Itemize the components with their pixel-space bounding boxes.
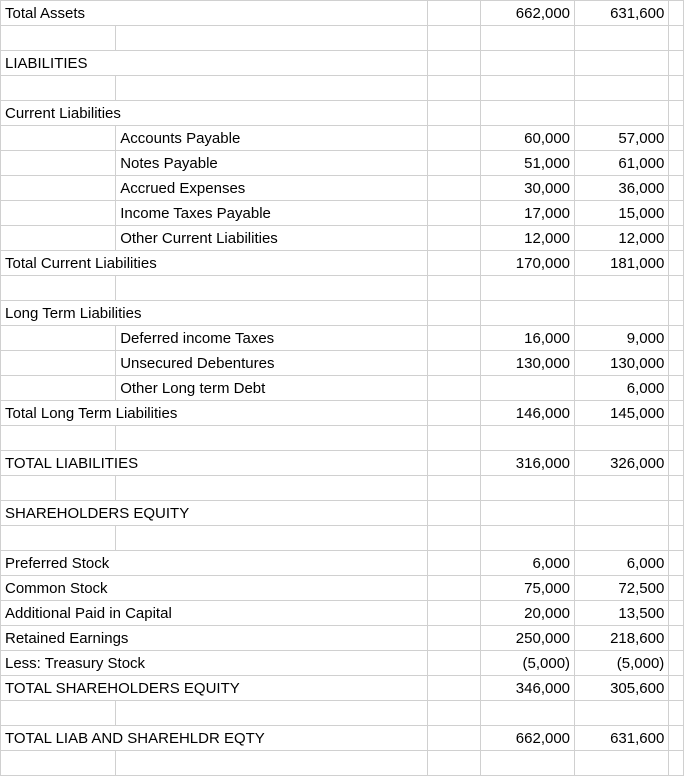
value-col2: 218,600 [575,626,669,651]
row-label: TOTAL LIAB AND SHAREHLDR EQTY [1,726,428,751]
table-row: Preferred Stock 6,000 6,000 [1,551,684,576]
value-col2: 72,500 [575,576,669,601]
table-row: Total Long Term Liabilities 146,000 145,… [1,401,684,426]
value-col2: 631,600 [575,1,669,26]
table-row: Current Liabilities [1,101,684,126]
value-col2: 145,000 [575,401,669,426]
value-col1: 662,000 [480,726,574,751]
value-col1: 30,000 [480,176,574,201]
value-col1: 16,000 [480,326,574,351]
value-col2: 130,000 [575,351,669,376]
table-row: TOTAL LIAB AND SHAREHLDR EQTY 662,000 63… [1,726,684,751]
table-row: Deferred income Taxes 16,000 9,000 [1,326,684,351]
value-col1: 346,000 [480,676,574,701]
value-col1: 146,000 [480,401,574,426]
value-col1: 6,000 [480,551,574,576]
cell-blank [428,1,480,26]
value-col1: 250,000 [480,626,574,651]
table-row: TOTAL SHAREHOLDERS EQUITY 346,000 305,60… [1,676,684,701]
table-row [1,751,684,776]
value-col1: 316,000 [480,451,574,476]
row-label: TOTAL LIABILITIES [1,451,428,476]
table-row: Retained Earnings 250,000 218,600 [1,626,684,651]
table-row [1,476,684,501]
table-row [1,276,684,301]
balance-sheet-table: Total Assets 662,000 631,600 LIABILITIES… [0,0,684,776]
row-label: Preferred Stock [1,551,428,576]
value-col2: 181,000 [575,251,669,276]
value-col2: 36,000 [575,176,669,201]
row-label: Common Stock [1,576,428,601]
table-row: Notes Payable 51,000 61,000 [1,151,684,176]
table-row: Unsecured Debentures 130,000 130,000 [1,351,684,376]
value-col1: 51,000 [480,151,574,176]
table-row: LIABILITIES [1,51,684,76]
value-col2: 6,000 [575,376,669,401]
value-col2: (5,000) [575,651,669,676]
table-row: Common Stock 75,000 72,500 [1,576,684,601]
row-label: TOTAL SHAREHOLDERS EQUITY [1,676,428,701]
value-col2: 6,000 [575,551,669,576]
row-label: Other Long term Debt [116,376,428,401]
table-row: Additional Paid in Capital 20,000 13,500 [1,601,684,626]
row-label: Accrued Expenses [116,176,428,201]
value-col1: (5,000) [480,651,574,676]
value-col2: 57,000 [575,126,669,151]
row-label: Notes Payable [116,151,428,176]
row-label: Less: Treasury Stock [1,651,428,676]
value-col1: 20,000 [480,601,574,626]
table-row: Income Taxes Payable 17,000 15,000 [1,201,684,226]
row-label: SHAREHOLDERS EQUITY [1,501,428,526]
table-row: Other Current Liabilities 12,000 12,000 [1,226,684,251]
table-row [1,76,684,101]
row-label: Unsecured Debentures [116,351,428,376]
row-label: Additional Paid in Capital [1,601,428,626]
row-label: Total Long Term Liabilities [1,401,428,426]
table-row: SHAREHOLDERS EQUITY [1,501,684,526]
row-label: Accounts Payable [116,126,428,151]
table-row: Accounts Payable 60,000 57,000 [1,126,684,151]
value-col1: 60,000 [480,126,574,151]
table-row [1,701,684,726]
value-col1: 662,000 [480,1,574,26]
value-col2: 326,000 [575,451,669,476]
table-row [1,526,684,551]
table-row [1,26,684,51]
value-col2: 9,000 [575,326,669,351]
row-label: Total Assets [1,1,428,26]
value-col2: 15,000 [575,201,669,226]
row-label: Retained Earnings [1,626,428,651]
value-col1: 130,000 [480,351,574,376]
value-col1: 170,000 [480,251,574,276]
table-row: Other Long term Debt 6,000 [1,376,684,401]
table-row: Accrued Expenses 30,000 36,000 [1,176,684,201]
value-col1: 17,000 [480,201,574,226]
row-label: Current Liabilities [1,101,428,126]
row-label: Deferred income Taxes [116,326,428,351]
value-col1: 75,000 [480,576,574,601]
value-col2: 305,600 [575,676,669,701]
table-row [1,426,684,451]
value-col2: 13,500 [575,601,669,626]
row-label: Income Taxes Payable [116,201,428,226]
value-col2: 631,600 [575,726,669,751]
value-col2: 12,000 [575,226,669,251]
table-row: Less: Treasury Stock (5,000) (5,000) [1,651,684,676]
row-label: Other Current Liabilities [116,226,428,251]
table-row: Total Current Liabilities 170,000 181,00… [1,251,684,276]
row-label: LIABILITIES [1,51,428,76]
value-col1 [480,376,574,401]
table-row: TOTAL LIABILITIES 316,000 326,000 [1,451,684,476]
table-row: Total Assets 662,000 631,600 [1,1,684,26]
row-label: Total Current Liabilities [1,251,428,276]
table-row: Long Term Liabilities [1,301,684,326]
value-col2: 61,000 [575,151,669,176]
cell-blank [669,1,684,26]
value-col1: 12,000 [480,226,574,251]
row-label: Long Term Liabilities [1,301,428,326]
